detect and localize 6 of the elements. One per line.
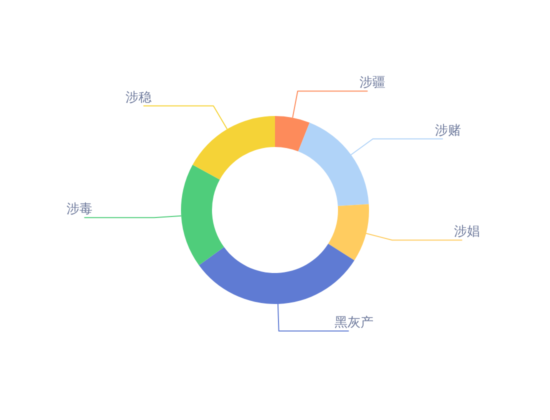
- slice-label: 涉娼: [454, 224, 480, 240]
- slice-label: 涉赌: [434, 123, 461, 138]
- slice-label: 黑灰产: [334, 315, 374, 330]
- slice-label: 涉疆: [360, 76, 386, 91]
- slice-label: 涉稳: [125, 90, 152, 106]
- slice-label: 涉毒: [66, 202, 92, 218]
